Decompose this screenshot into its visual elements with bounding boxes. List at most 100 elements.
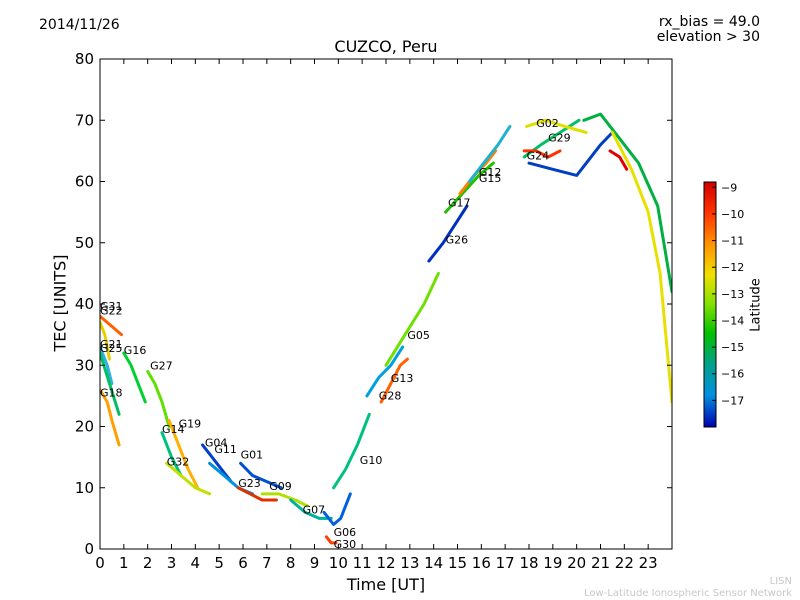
label-g09: G09 xyxy=(269,480,292,493)
label-g19: G19 xyxy=(179,418,202,431)
series-g31 xyxy=(100,314,123,337)
series-g32 xyxy=(165,461,212,496)
colorbar-tick-label: −13 xyxy=(721,288,744,301)
series-g17 xyxy=(444,161,495,214)
series-g19 xyxy=(167,418,200,490)
series-g30 xyxy=(324,535,338,545)
x-axis-label: Time [UT] xyxy=(346,575,426,594)
x-tick-label: 9 xyxy=(310,554,320,572)
rx-bias-label: rx_bias = 49.0 xyxy=(658,14,760,30)
x-tick-label: 20 xyxy=(567,554,586,572)
x-tick-label: 13 xyxy=(400,554,419,572)
label-g29: G29 xyxy=(548,132,571,145)
x-tick-label: 22 xyxy=(615,554,634,572)
x-tick-label: 1 xyxy=(119,554,129,572)
label-g23: G23 xyxy=(238,477,261,490)
x-tick-label: 0 xyxy=(95,554,105,572)
series-g16 xyxy=(122,351,147,404)
x-tick-label: 4 xyxy=(191,554,201,572)
label-g05: G05 xyxy=(407,329,430,342)
credit-long: Low-Latitude Ionospheric Sensor Network xyxy=(584,588,792,599)
series-g18 xyxy=(100,388,121,447)
series-g29 xyxy=(522,149,562,159)
x-tick-label: 3 xyxy=(167,554,177,572)
label-g01: G01 xyxy=(241,448,264,461)
colorbar-tick-label: −17 xyxy=(721,394,744,407)
label-g04: G04 xyxy=(205,437,228,450)
series-g20 xyxy=(582,112,672,294)
label-g11: G11 xyxy=(214,443,237,456)
label-g13: G13 xyxy=(391,372,414,385)
series-g14 xyxy=(160,431,183,477)
series-g03 xyxy=(610,131,672,404)
y-tick-label: 0 xyxy=(84,540,94,558)
x-tick-label: 11 xyxy=(353,554,372,572)
y-tick-label: 40 xyxy=(75,295,94,313)
label-g02: G02 xyxy=(536,117,559,130)
series-g22 xyxy=(100,320,111,361)
series-g06 xyxy=(322,492,352,526)
colorbar-tick-label: −11 xyxy=(721,235,744,248)
label-g26: G26 xyxy=(446,233,469,246)
chart-title: CUZCO, Peru xyxy=(334,37,438,56)
label-g18: G18 xyxy=(100,387,123,400)
y-tick-label: 70 xyxy=(75,111,94,129)
label-g32: G32 xyxy=(167,456,190,469)
x-tick-label: 7 xyxy=(262,554,272,572)
y-tick-label: 30 xyxy=(75,356,94,374)
series-g01 xyxy=(239,461,283,490)
x-tick-label: 17 xyxy=(496,554,515,572)
x-tick-label: 6 xyxy=(238,554,248,572)
series-g13 xyxy=(379,357,409,404)
x-tick-label: 2 xyxy=(143,554,153,572)
label-g10: G10 xyxy=(360,454,383,467)
y-tick-label: 60 xyxy=(75,173,94,191)
date-label: 2014/11/26 xyxy=(39,17,120,33)
label-g06: G06 xyxy=(334,526,357,539)
label-g12: G12 xyxy=(479,166,502,179)
label-g16: G16 xyxy=(124,344,147,357)
label-g21: G21 xyxy=(100,338,123,351)
series-g21 xyxy=(100,345,114,386)
series-g27 xyxy=(146,369,171,428)
y-tick-label: 50 xyxy=(75,234,94,252)
series-g28 xyxy=(365,345,405,398)
series-g04 xyxy=(201,443,233,484)
series-g25 xyxy=(100,351,121,416)
x-tick-label: 5 xyxy=(214,554,224,572)
label-g17: G17 xyxy=(448,197,471,210)
series-g08 xyxy=(527,131,614,177)
series-g26 xyxy=(427,204,469,263)
y-tick-label: 20 xyxy=(75,418,94,436)
label-g15: G15 xyxy=(479,172,502,185)
y-tick-label: 80 xyxy=(75,50,94,68)
x-tick-label: 8 xyxy=(286,554,296,572)
x-tick-label: 18 xyxy=(519,554,538,572)
label-g25: G25 xyxy=(100,342,123,355)
x-tick-label: 23 xyxy=(639,554,658,572)
x-tick-label: 14 xyxy=(424,554,443,572)
label-g24: G24 xyxy=(527,149,550,162)
label-g31: G31 xyxy=(100,300,123,313)
colorbar-tick-label: −10 xyxy=(721,208,744,221)
colorbar-tick-label: −9 xyxy=(721,181,737,194)
x-tick-label: 21 xyxy=(591,554,610,572)
credit-short: LISN xyxy=(769,576,792,587)
series-g10 xyxy=(332,412,371,490)
series-g02 xyxy=(525,118,588,134)
x-tick-label: 15 xyxy=(448,554,467,572)
x-tick-label: 16 xyxy=(472,554,491,572)
colorbar-tick-label: −12 xyxy=(721,261,744,274)
elevation-label: elevation > 30 xyxy=(656,29,760,45)
colorbar-tick-label: −15 xyxy=(721,341,744,354)
colorbar xyxy=(703,181,717,428)
label-g30: G30 xyxy=(334,538,357,551)
y-tick-label: 10 xyxy=(75,479,94,497)
x-tick-label: 10 xyxy=(329,554,348,572)
series-g33 xyxy=(608,149,629,171)
x-tick-label: 12 xyxy=(376,554,395,572)
label-g27: G27 xyxy=(150,360,173,373)
colorbar-tick-label: −16 xyxy=(721,368,744,381)
x-tick-label: 19 xyxy=(543,554,562,572)
